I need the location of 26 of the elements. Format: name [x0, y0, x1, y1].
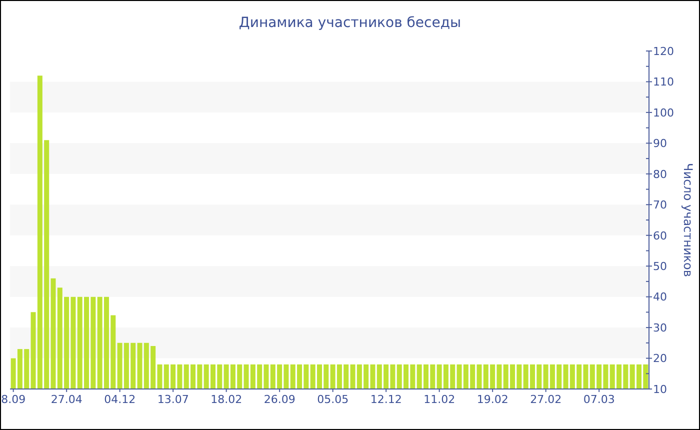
x-tick-label: 26.09 — [264, 392, 296, 406]
x-tick-label: 12.12 — [370, 392, 402, 406]
x-tick-label: 18.02 — [210, 392, 242, 406]
y-tick-label: 20 — [653, 352, 667, 366]
y-tick-label: 60 — [653, 229, 667, 242]
x-tick-label: 05.05 — [317, 392, 349, 406]
y-tick-label: 110 — [653, 76, 674, 89]
y-tick-label: 40 — [653, 290, 667, 304]
y-tick-label: 80 — [653, 168, 667, 181]
y-tick-label: 30 — [653, 321, 667, 334]
x-tick-label: 13.07 — [157, 392, 189, 406]
y-tick-label: 10 — [653, 382, 667, 396]
y-tick-label: 90 — [653, 137, 667, 150]
y-tick-label: 50 — [653, 260, 667, 273]
x-tick-label: 27.02 — [530, 392, 562, 406]
x-tick-label: 19.02 — [476, 392, 508, 406]
x-tick-label: 27.04 — [50, 392, 82, 406]
y-tick-label: 120 — [653, 44, 674, 58]
y-tick-label: 100 — [653, 106, 674, 120]
y-tick-label: 70 — [653, 198, 667, 212]
y-axis-title: Число участников — [681, 163, 695, 277]
x-tick-label: 07.03 — [583, 392, 615, 406]
x-tick-label: 11.02 — [424, 392, 456, 406]
chart-title: Динамика участников беседы — [238, 14, 462, 32]
x-tick-label: 04.12 — [104, 392, 136, 406]
x-tick-label: 8.09 — [1, 392, 26, 406]
